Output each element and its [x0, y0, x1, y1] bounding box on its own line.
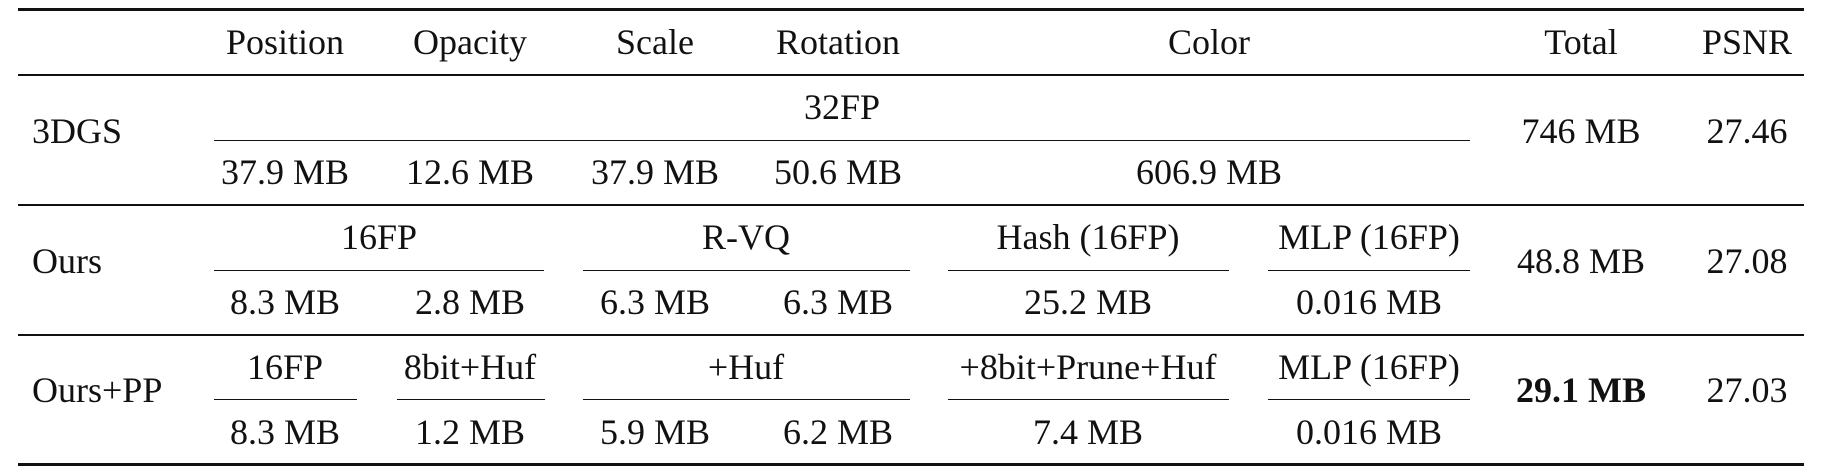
ourspp-format-rule-mlp	[1268, 399, 1470, 400]
ours-format-rule-pos-opa	[214, 270, 544, 271]
row-ours-hash: 25.2 MB	[1023, 282, 1153, 322]
row-ours-format-hash: Hash (16FP)	[996, 217, 1180, 257]
row-ours-method: Ours	[32, 241, 102, 281]
header-rule	[18, 74, 1804, 76]
row-ourspp-format-scale-rot: +Huf	[707, 347, 785, 387]
ours-format-rule-mlp	[1268, 270, 1470, 271]
3dgs-format-rule	[214, 140, 1470, 141]
bottom-rule	[18, 463, 1804, 466]
row-ourspp-position: 8.3 MB	[229, 412, 341, 452]
row-ours-scale: 6.3 MB	[599, 282, 711, 322]
header-color: Color	[1167, 22, 1251, 62]
row-3dgs-opacity: 12.6 MB	[405, 152, 535, 192]
header-psnr: PSNR	[1701, 22, 1793, 62]
row-ourspp-hash: 7.4 MB	[1032, 412, 1144, 452]
3dgs-bottom-rule	[18, 204, 1804, 206]
ourspp-format-rule-pos	[214, 399, 357, 400]
ourspp-format-rule-hash	[948, 399, 1229, 400]
row-3dgs-color: 606.9 MB	[1135, 152, 1283, 192]
row-3dgs-total: 746 MB	[1521, 111, 1641, 151]
row-ourspp-format-opa: 8bit+Huf	[403, 347, 537, 387]
row-ours-opacity: 2.8 MB	[414, 282, 526, 322]
row-3dgs-psnr: 27.46	[1706, 111, 1788, 151]
row-ourspp-scale: 5.9 MB	[599, 412, 711, 452]
row-3dgs-rotation: 50.6 MB	[773, 152, 903, 192]
header-opacity: Opacity	[413, 22, 527, 62]
row-ourspp-psnr: 27.03	[1706, 370, 1788, 410]
top-rule	[18, 8, 1804, 11]
row-ourspp-opacity: 1.2 MB	[414, 412, 526, 452]
ours-format-rule-scale-rot	[583, 270, 910, 271]
header-rotation: Rotation	[776, 22, 900, 62]
ours-bottom-rule	[18, 334, 1804, 336]
row-ours-total: 48.8 MB	[1516, 241, 1646, 281]
row-ours-psnr: 27.08	[1706, 241, 1788, 281]
row-ourspp-format-pos: 16FP	[246, 347, 324, 387]
row-ourspp-method: Ours+PP	[32, 370, 163, 410]
row-3dgs-scale: 37.9 MB	[590, 152, 720, 192]
ours-format-rule-hash	[948, 270, 1229, 271]
row-ourspp-mlp: 0.016 MB	[1295, 412, 1443, 452]
row-ours-format-pos-opa: 16FP	[340, 217, 418, 257]
row-ourspp-format-mlp: MLP (16FP)	[1278, 347, 1460, 387]
ourspp-format-rule-scale-rot	[583, 399, 910, 400]
row-3dgs-position: 37.9 MB	[220, 152, 350, 192]
ourspp-format-rule-opa	[397, 399, 545, 400]
row-ours-position: 8.3 MB	[229, 282, 341, 322]
row-3dgs-format: 32FP	[803, 87, 881, 127]
row-ourspp-format-hash: +8bit+Prune+Huf	[959, 347, 1217, 387]
row-ourspp-rotation: 6.2 MB	[782, 412, 894, 452]
row-ours-format-scale-rot: R-VQ	[702, 217, 790, 257]
row-ours-mlp: 0.016 MB	[1295, 282, 1443, 322]
row-3dgs-method: 3DGS	[32, 111, 123, 151]
header-total: Total	[1544, 22, 1618, 62]
row-ourspp-total: 29.1 MB	[1516, 370, 1646, 410]
header-scale: Scale	[616, 22, 694, 62]
header-position: Position	[225, 22, 345, 62]
row-ours-format-mlp: MLP (16FP)	[1278, 217, 1460, 257]
row-ours-rotation: 6.3 MB	[782, 282, 894, 322]
